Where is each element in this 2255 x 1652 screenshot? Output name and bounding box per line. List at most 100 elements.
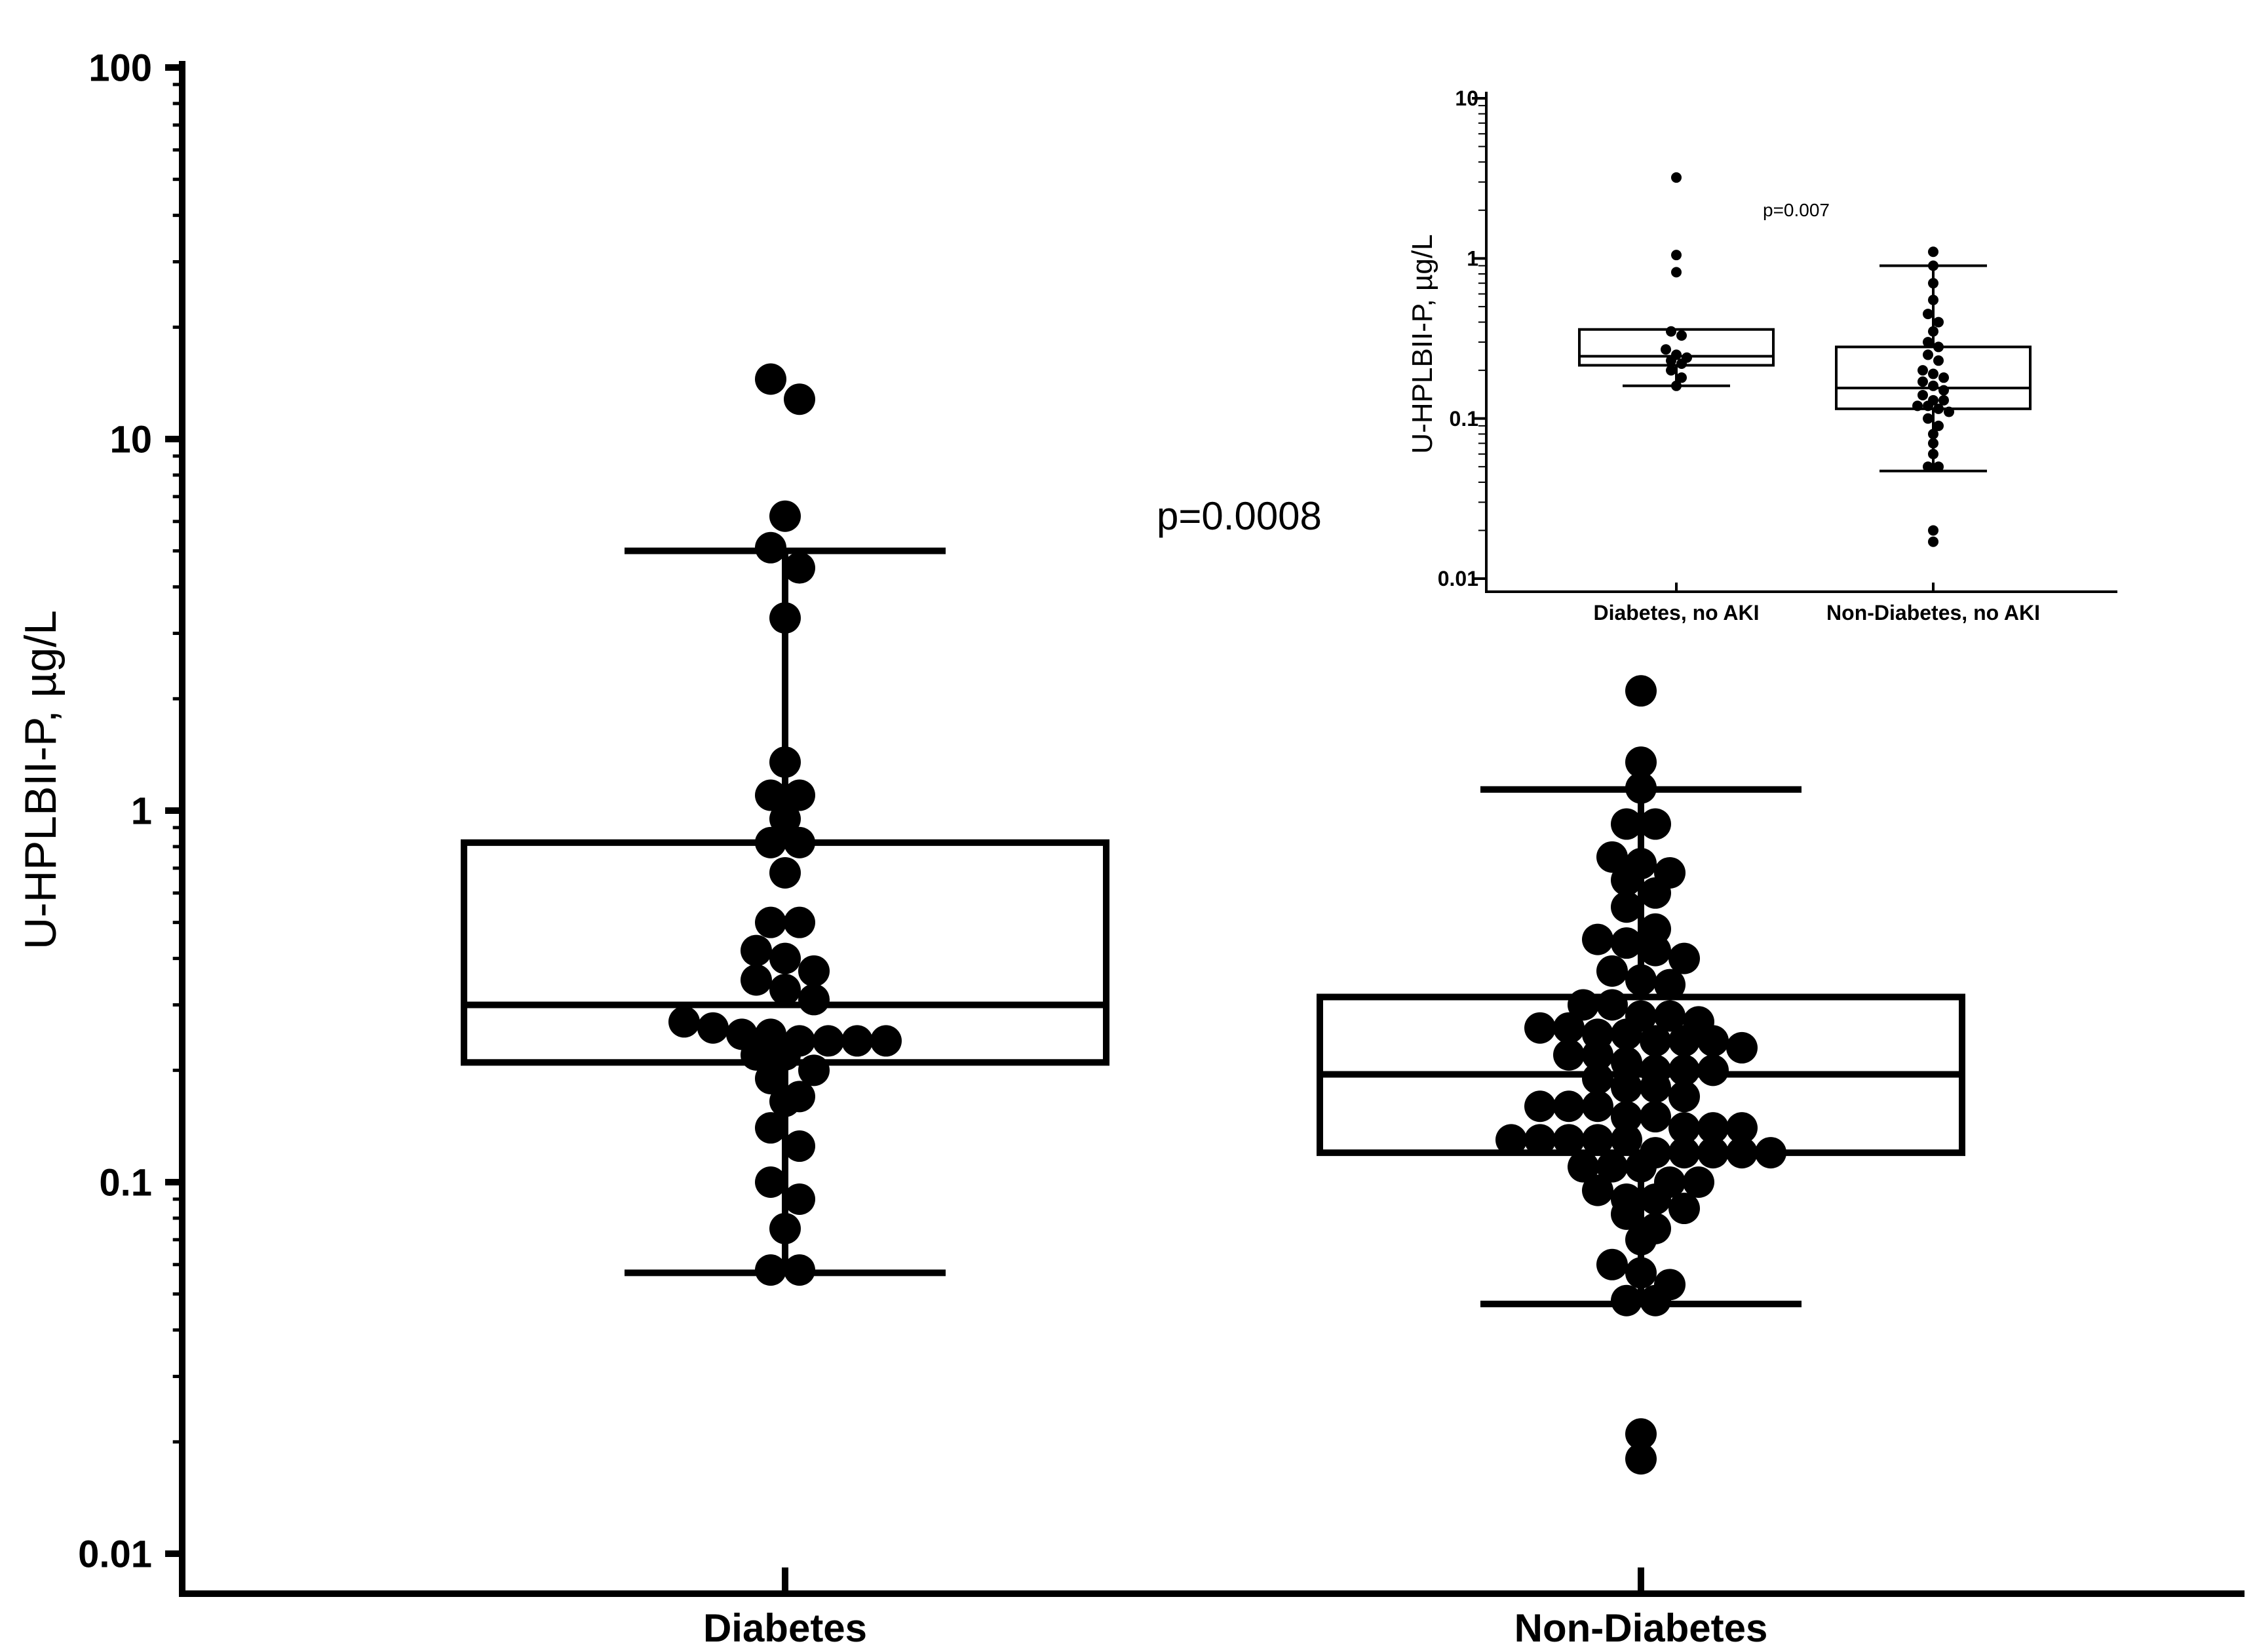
main-data-point bbox=[1625, 1151, 1657, 1183]
inset-data-point bbox=[1928, 429, 1938, 440]
main-data-point bbox=[755, 531, 786, 564]
main-data-point bbox=[769, 1085, 801, 1117]
main-tick-label: 0.1 bbox=[99, 1161, 152, 1204]
inset-data-point bbox=[1944, 406, 1954, 417]
main-data-point bbox=[769, 942, 801, 974]
inset-data-point bbox=[1938, 372, 1949, 383]
main-data-point bbox=[841, 1025, 873, 1057]
main-data-point bbox=[1683, 1166, 1714, 1198]
inset-p-value: p=0.007 bbox=[1763, 200, 1830, 220]
main-data-point bbox=[1640, 913, 1671, 945]
inset-data-point bbox=[1928, 448, 1938, 459]
main-data-point bbox=[668, 1006, 700, 1038]
inset-tick-label: 0.01 bbox=[1438, 567, 1478, 590]
main-data-point bbox=[784, 383, 815, 415]
main-data-point bbox=[1726, 1031, 1758, 1064]
main-data-point bbox=[769, 1212, 801, 1244]
main-data-point bbox=[1495, 1124, 1527, 1156]
main-data-point bbox=[755, 906, 786, 938]
main-tick-label: 10 bbox=[109, 418, 152, 461]
inset-data-point bbox=[1933, 461, 1944, 472]
main-data-point bbox=[1524, 1012, 1556, 1044]
main-data-point bbox=[870, 1025, 902, 1057]
inset-data-point bbox=[1928, 525, 1938, 536]
inset-data-point bbox=[1928, 438, 1938, 449]
main-data-point bbox=[1625, 675, 1657, 707]
main-data-point bbox=[1697, 1137, 1729, 1169]
inset-data-point bbox=[1933, 341, 1944, 353]
main-data-point bbox=[769, 746, 801, 778]
main-data-point bbox=[697, 1012, 729, 1044]
main-data-point bbox=[1611, 864, 1642, 896]
main-data-point bbox=[1668, 1054, 1700, 1086]
main-data-point bbox=[1668, 1193, 1700, 1225]
main-p-value: p=0.0008 bbox=[1157, 494, 1322, 538]
main-data-point bbox=[1582, 923, 1613, 955]
main-y-axis-label: U-HPLBII-P, µg/L bbox=[16, 610, 66, 950]
inset-data-point bbox=[1933, 317, 1944, 328]
main-data-point bbox=[1640, 808, 1671, 840]
inset-data-point bbox=[1671, 250, 1682, 261]
main-data-point bbox=[784, 779, 815, 811]
main-data-point bbox=[755, 1062, 786, 1094]
main-data-point bbox=[1611, 1101, 1642, 1133]
main-data-point bbox=[798, 984, 830, 1016]
main-data-point bbox=[1596, 1248, 1628, 1280]
main-data-point bbox=[741, 964, 772, 996]
main-data-point bbox=[1611, 1284, 1642, 1316]
main-data-point bbox=[755, 1166, 786, 1198]
main-data-point bbox=[769, 500, 801, 532]
inset-data-point bbox=[1666, 355, 1676, 366]
main-data-point bbox=[1611, 1198, 1642, 1230]
main-data-point bbox=[798, 955, 830, 987]
main-data-point bbox=[784, 552, 815, 584]
inset-data-point bbox=[1918, 365, 1928, 376]
main-data-point bbox=[1755, 1137, 1786, 1169]
main-data-point bbox=[1582, 1062, 1613, 1094]
main-data-point bbox=[1611, 1124, 1642, 1156]
main-data-point bbox=[1640, 1284, 1671, 1316]
inset-data-point bbox=[1933, 420, 1944, 431]
main-data-point bbox=[1611, 891, 1642, 923]
inset-data-point bbox=[1938, 385, 1949, 396]
inset-category-label: Non-Diabetes, no AKI bbox=[1826, 601, 2040, 624]
main-data-point bbox=[1668, 1112, 1700, 1144]
inset-data-point bbox=[1912, 400, 1923, 412]
main-category-label: Diabetes bbox=[703, 1606, 867, 1649]
main-data-point bbox=[1596, 841, 1628, 873]
main-data-point bbox=[784, 1183, 815, 1215]
main-data-point bbox=[1625, 964, 1657, 996]
main-data-point bbox=[784, 1254, 815, 1286]
main-data-point bbox=[1611, 927, 1642, 959]
main-data-point bbox=[1654, 969, 1686, 1001]
inset-data-point bbox=[1938, 394, 1949, 406]
main-data-point bbox=[755, 1254, 786, 1286]
inset-data-point bbox=[1928, 368, 1938, 379]
main-data-point bbox=[1726, 1112, 1758, 1144]
main-data-point bbox=[1596, 955, 1628, 987]
main-data-point bbox=[1697, 1025, 1729, 1057]
main-data-point bbox=[1596, 1151, 1628, 1183]
main-data-point bbox=[769, 856, 801, 889]
main-data-point bbox=[1640, 1183, 1671, 1215]
inset-data-point bbox=[1661, 344, 1671, 355]
main-data-point bbox=[1625, 772, 1657, 804]
main-data-point bbox=[1640, 1101, 1671, 1133]
inset-data-point bbox=[1928, 536, 1938, 547]
main-data-point bbox=[755, 1112, 786, 1144]
inset-data-point bbox=[1933, 403, 1944, 414]
main-data-point bbox=[813, 1025, 844, 1057]
main-data-point bbox=[1568, 989, 1599, 1021]
main-data-point bbox=[1697, 1112, 1729, 1144]
main-data-point bbox=[769, 803, 801, 835]
main-data-point bbox=[755, 363, 786, 395]
main-data-point bbox=[1524, 1124, 1556, 1156]
inset-data-point bbox=[1918, 376, 1928, 387]
main-tick-label: 100 bbox=[88, 47, 152, 89]
main-data-point bbox=[1640, 1025, 1671, 1057]
main-data-point bbox=[1524, 1090, 1556, 1123]
main-data-point bbox=[1611, 1071, 1642, 1104]
inset-data-point bbox=[1923, 349, 1933, 360]
